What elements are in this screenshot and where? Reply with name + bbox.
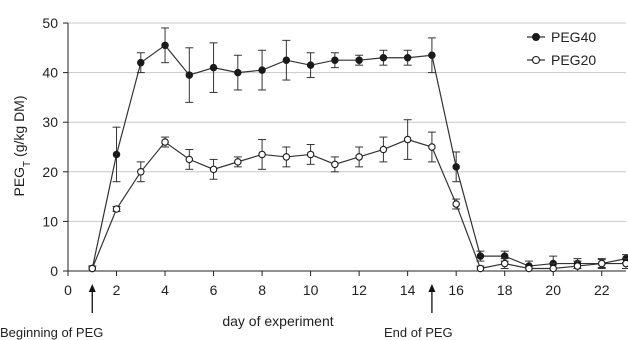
data-point xyxy=(331,160,339,169)
data-point xyxy=(137,58,145,67)
y-tick-label: 30 xyxy=(42,114,58,130)
data-point xyxy=(234,158,242,166)
series-group xyxy=(88,27,628,273)
data-point xyxy=(403,53,412,62)
data-point xyxy=(476,252,485,260)
x-tick-label: 18 xyxy=(497,282,513,298)
data-point xyxy=(549,264,557,273)
x-tick-label: 20 xyxy=(545,282,561,298)
data-point xyxy=(452,200,460,208)
annotation-end-label: End of PEG xyxy=(384,325,453,340)
data-point xyxy=(185,155,194,164)
data-point xyxy=(355,153,363,161)
legend-marker-peg40 xyxy=(532,33,540,41)
data-point xyxy=(185,71,194,79)
y-tick-label: 0 xyxy=(50,263,58,279)
annotation-arrow-head xyxy=(88,284,96,292)
y-axis-title-subscript: T xyxy=(22,161,33,167)
data-point xyxy=(88,264,97,273)
legend-marker-peg20 xyxy=(531,55,541,65)
data-point xyxy=(403,135,412,144)
data-point xyxy=(306,150,315,159)
series-peg40 xyxy=(88,27,628,273)
legend-label-peg20: PEG20 xyxy=(551,52,596,68)
y-axis-title-rest: (g/kg DM) xyxy=(11,95,27,160)
data-point xyxy=(137,168,145,176)
y-tick-label: 40 xyxy=(42,65,58,81)
data-point xyxy=(428,143,436,151)
data-point xyxy=(258,66,266,74)
data-point xyxy=(306,61,315,69)
x-tick-label: 6 xyxy=(210,282,218,298)
y-tick-label: 10 xyxy=(42,213,58,229)
data-point xyxy=(379,53,388,62)
data-point xyxy=(161,41,169,50)
data-point xyxy=(355,56,363,64)
data-point xyxy=(597,259,606,268)
data-point xyxy=(209,63,218,72)
x-tick-label: 2 xyxy=(113,282,121,298)
data-point xyxy=(331,56,339,64)
data-point xyxy=(379,145,388,154)
grid xyxy=(68,22,626,222)
x-axis-title: day of experiment xyxy=(222,313,333,329)
data-point xyxy=(525,264,533,273)
data-point xyxy=(476,264,485,273)
y-tick-label: 20 xyxy=(42,164,58,180)
data-point xyxy=(622,259,628,268)
series-peg20 xyxy=(88,119,628,273)
data-point xyxy=(112,205,121,213)
data-point xyxy=(282,153,291,161)
data-point xyxy=(452,163,460,171)
legend-label-peg40: PEG40 xyxy=(551,29,596,45)
data-point xyxy=(282,56,291,64)
data-point xyxy=(428,51,436,59)
data-point xyxy=(234,68,242,77)
x-tick-label: 8 xyxy=(258,282,266,298)
x-tick-label: 16 xyxy=(448,282,464,298)
data-point xyxy=(258,150,266,159)
y-tick-label: 50 xyxy=(42,15,58,31)
annotation-arrow-head xyxy=(428,284,436,292)
data-point xyxy=(209,165,218,174)
data-point xyxy=(112,150,121,159)
axes: 0 10 20 30 40 50 0 2 4 6 8 10 12 14 16 18 20 22 xyxy=(42,15,626,298)
y-axis-title: PEGT (g/kg DM) xyxy=(11,95,33,196)
x-tick-label: 10 xyxy=(303,282,319,298)
data-point xyxy=(573,262,582,270)
y-axis-title-main: PEG xyxy=(11,167,27,197)
legend: PEG40 PEG20 xyxy=(527,29,596,68)
x-tick-label: 12 xyxy=(351,282,367,298)
data-point xyxy=(500,259,509,268)
annotation-beginning-label: Beginning of PEG xyxy=(0,325,103,340)
data-point xyxy=(161,138,169,146)
annotations: Beginning of PEG End of PEG xyxy=(0,284,453,340)
x-tick-label: 22 xyxy=(594,282,610,298)
x-tick-label: 14 xyxy=(400,282,416,298)
x-tick-label: 4 xyxy=(161,282,169,298)
x-tick-label: 0 xyxy=(64,282,72,298)
